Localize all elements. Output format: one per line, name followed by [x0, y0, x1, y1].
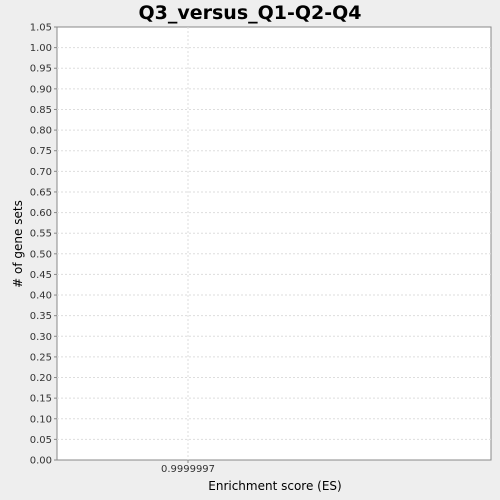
chart-title: Q3_versus_Q1-Q2-Q4 — [138, 2, 361, 24]
x-tick-label: 0.9999997 — [161, 464, 215, 475]
y-tick-label: 0.00 — [30, 456, 52, 467]
y-tick-label: 0.25 — [30, 352, 52, 363]
y-tick-label: 0.20 — [30, 373, 52, 384]
y-tick-label: 1.05 — [30, 23, 52, 34]
y-tick-label: 1.00 — [30, 43, 52, 54]
y-axis-label: # of gene sets — [11, 200, 25, 288]
y-tick-label: 0.45 — [30, 270, 52, 281]
y-tick-label: 0.30 — [30, 332, 52, 343]
y-tick-label: 0.10 — [30, 414, 52, 425]
grid-layer — [57, 27, 491, 460]
plot-area — [56, 26, 492, 461]
y-tick-label: 0.50 — [30, 249, 52, 260]
y-tick-label: 0.60 — [30, 208, 52, 219]
y-tick-label: 0.65 — [30, 187, 52, 198]
axes-layer: 0.00 0.05 0.10 0.15 0.20 0.25 0.30 0.35 0.40 0.45… — [30, 23, 215, 476]
y-tick-label: 0.80 — [30, 126, 52, 137]
y-tick-label: 0.75 — [30, 146, 52, 157]
y-tick-label: 0.70 — [30, 167, 52, 178]
y-tick-label: 0.95 — [30, 64, 52, 75]
y-tick-label: 0.40 — [30, 291, 52, 302]
y-tick-label: 0.05 — [30, 435, 52, 446]
y-tick-label: 0.35 — [30, 311, 52, 322]
y-tick-label: 0.85 — [30, 105, 52, 116]
y-tick-label: 0.55 — [30, 229, 52, 240]
x-axis-label: Enrichment score (ES) — [208, 479, 341, 493]
y-tick-label: 0.90 — [30, 84, 52, 95]
y-tick-label: 0.15 — [30, 394, 52, 405]
